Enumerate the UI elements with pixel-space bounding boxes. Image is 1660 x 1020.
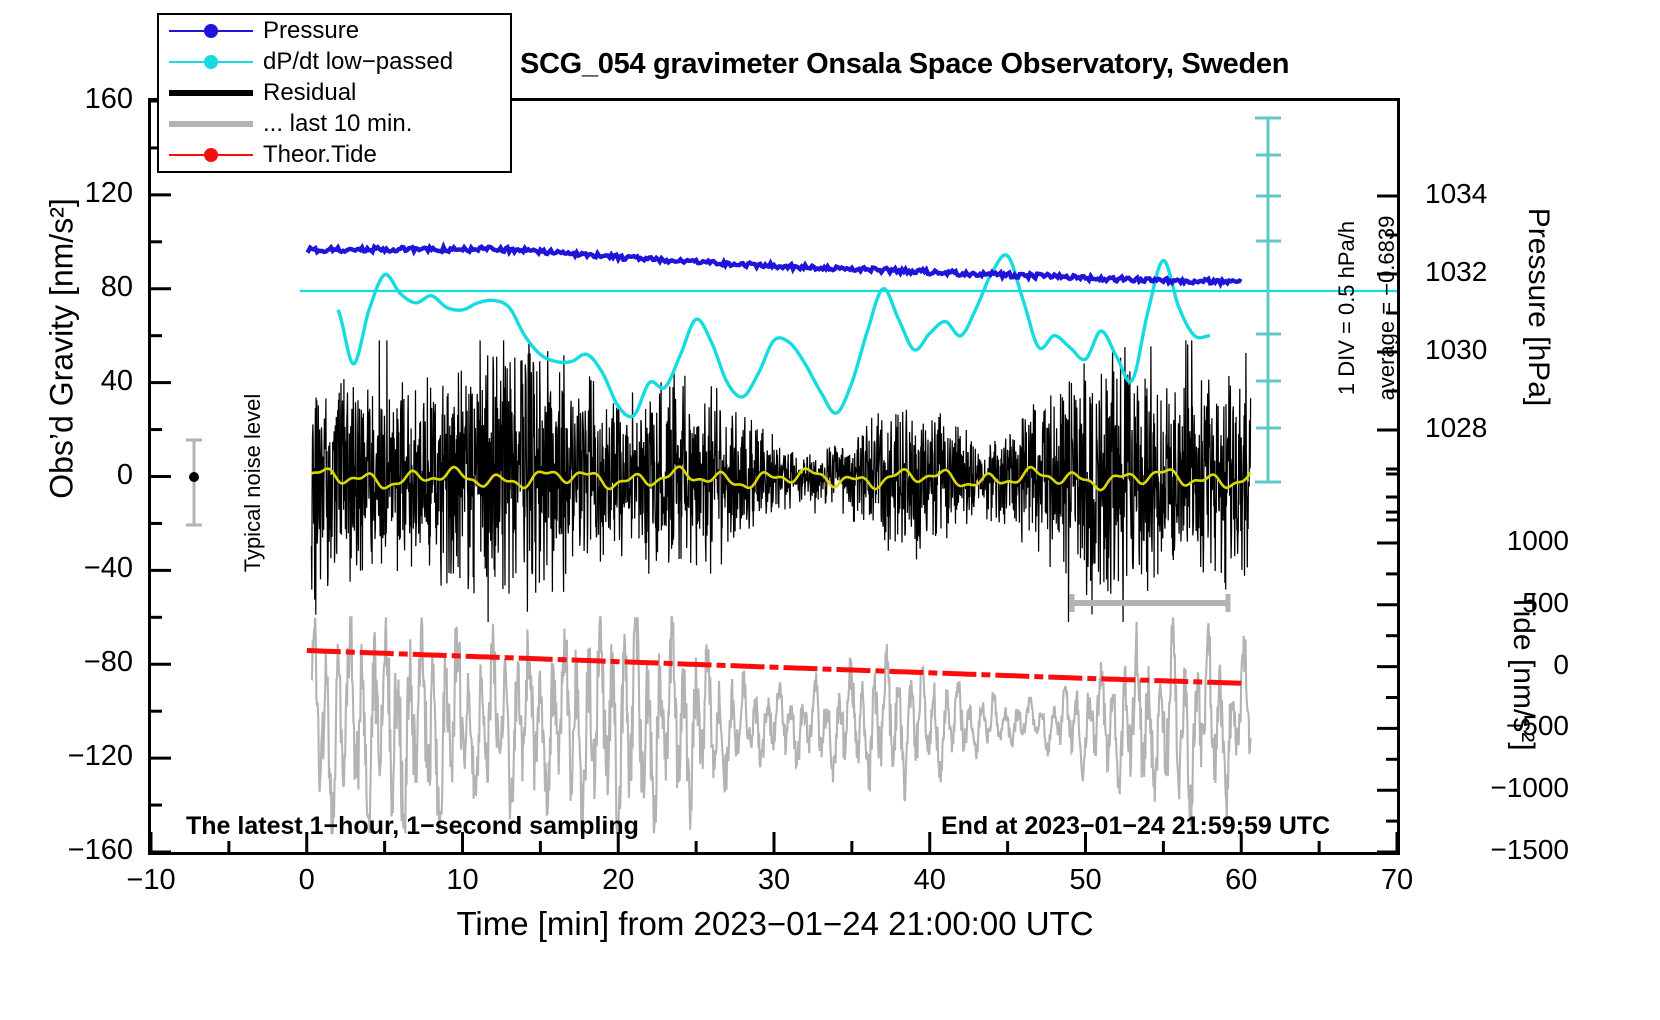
series-dpdt xyxy=(336,253,1211,419)
x-tick-label: −10 xyxy=(126,864,176,896)
left-tick-label: 120 xyxy=(84,176,133,209)
series-tide xyxy=(306,648,1242,686)
left-tick-label: −80 xyxy=(83,646,133,679)
legend-item-pressure: Pressure xyxy=(167,15,510,46)
legend-label: Residual xyxy=(263,78,357,106)
x-tick-label: 60 xyxy=(1225,864,1258,896)
legend: Pressure dP/dt low−passed Residual ... l… xyxy=(157,13,512,173)
series-smoothed xyxy=(310,465,1252,492)
left-axis-ticks xyxy=(151,99,171,854)
tide-tick-label: 0 xyxy=(1553,648,1569,680)
plot-frame xyxy=(148,98,1400,855)
x-tick-label: 10 xyxy=(446,864,479,896)
annotation-div-scale: 1 DIV = 0.5 hPa/h xyxy=(1334,220,1359,396)
pressure-tick-label: 1028 xyxy=(1425,412,1488,443)
left-tick-label: 0 xyxy=(116,458,133,491)
x-tick-label: 70 xyxy=(1380,864,1414,896)
tide-tick-label: −1500 xyxy=(1490,834,1569,865)
annotation-noise-level: Typical noise level xyxy=(240,393,265,573)
x-axis-label: Time [min] from 2023−01−24 21:00:00 UTC xyxy=(456,905,1094,942)
right-axis-ticks xyxy=(1377,194,1397,854)
page-title: SCG_054 gravimeter Onsala Space Observat… xyxy=(520,48,1290,80)
legend-swatch-residual xyxy=(167,83,255,103)
left-tick-label: 40 xyxy=(100,364,133,397)
legend-item-tide: Theor.Tide xyxy=(167,139,510,170)
legend-label: dP/dt low−passed xyxy=(263,47,454,75)
legend-swatch-tide xyxy=(167,145,255,165)
x-tick-label: 40 xyxy=(913,864,946,896)
bottom-axis-ticks xyxy=(149,832,1399,852)
pressure-tick-label: 1032 xyxy=(1425,256,1488,287)
tide-tick-label: 500 xyxy=(1522,586,1569,618)
legend-label: Theor.Tide xyxy=(263,140,377,168)
noise-level-marker xyxy=(186,438,202,527)
legend-swatch-pressure xyxy=(167,21,255,41)
tide-tick-label: −500 xyxy=(1505,710,1569,742)
tide-tick-label: 1000 xyxy=(1506,525,1569,556)
legend-item-dpdt: dP/dt low−passed xyxy=(167,46,510,77)
x-tick-label: 20 xyxy=(602,864,635,896)
series-last10 xyxy=(310,616,1252,835)
legend-label: Pressure xyxy=(263,16,360,44)
left-tick-label: 80 xyxy=(100,270,133,303)
legend-item-residual: Residual xyxy=(167,77,510,108)
footer-left: The latest 1−hour, 1−second sampling xyxy=(186,812,639,840)
tide-tick-label: −1000 xyxy=(1490,772,1569,804)
pressure-tick-label: 1034 xyxy=(1425,178,1488,209)
annotation-average: average = −0.6839 xyxy=(1374,215,1399,401)
left-tick-label: 160 xyxy=(84,83,133,115)
left-tick-label: −160 xyxy=(67,834,133,866)
x-tick-label: 30 xyxy=(757,864,791,896)
series-pressure xyxy=(305,240,1243,290)
legend-swatch-last10 xyxy=(167,114,255,134)
x-tick-label: 50 xyxy=(1069,864,1102,896)
pressure-tick-label: 1030 xyxy=(1425,334,1488,365)
legend-label: ... last 10 min. xyxy=(263,109,413,137)
last10-range-marker xyxy=(1069,594,1231,612)
left-tick-label: −40 xyxy=(83,552,133,585)
x-tick-label: 0 xyxy=(298,864,315,896)
series-residual xyxy=(310,340,1252,623)
legend-item-last10: ... last 10 min. xyxy=(167,108,510,139)
footer-right: End at 2023−01−24 21:59:59 UTC xyxy=(941,812,1331,840)
legend-swatch-dpdt xyxy=(167,52,255,72)
dpdt-scalebar xyxy=(1255,116,1281,484)
left-tick-label: −120 xyxy=(67,740,133,773)
